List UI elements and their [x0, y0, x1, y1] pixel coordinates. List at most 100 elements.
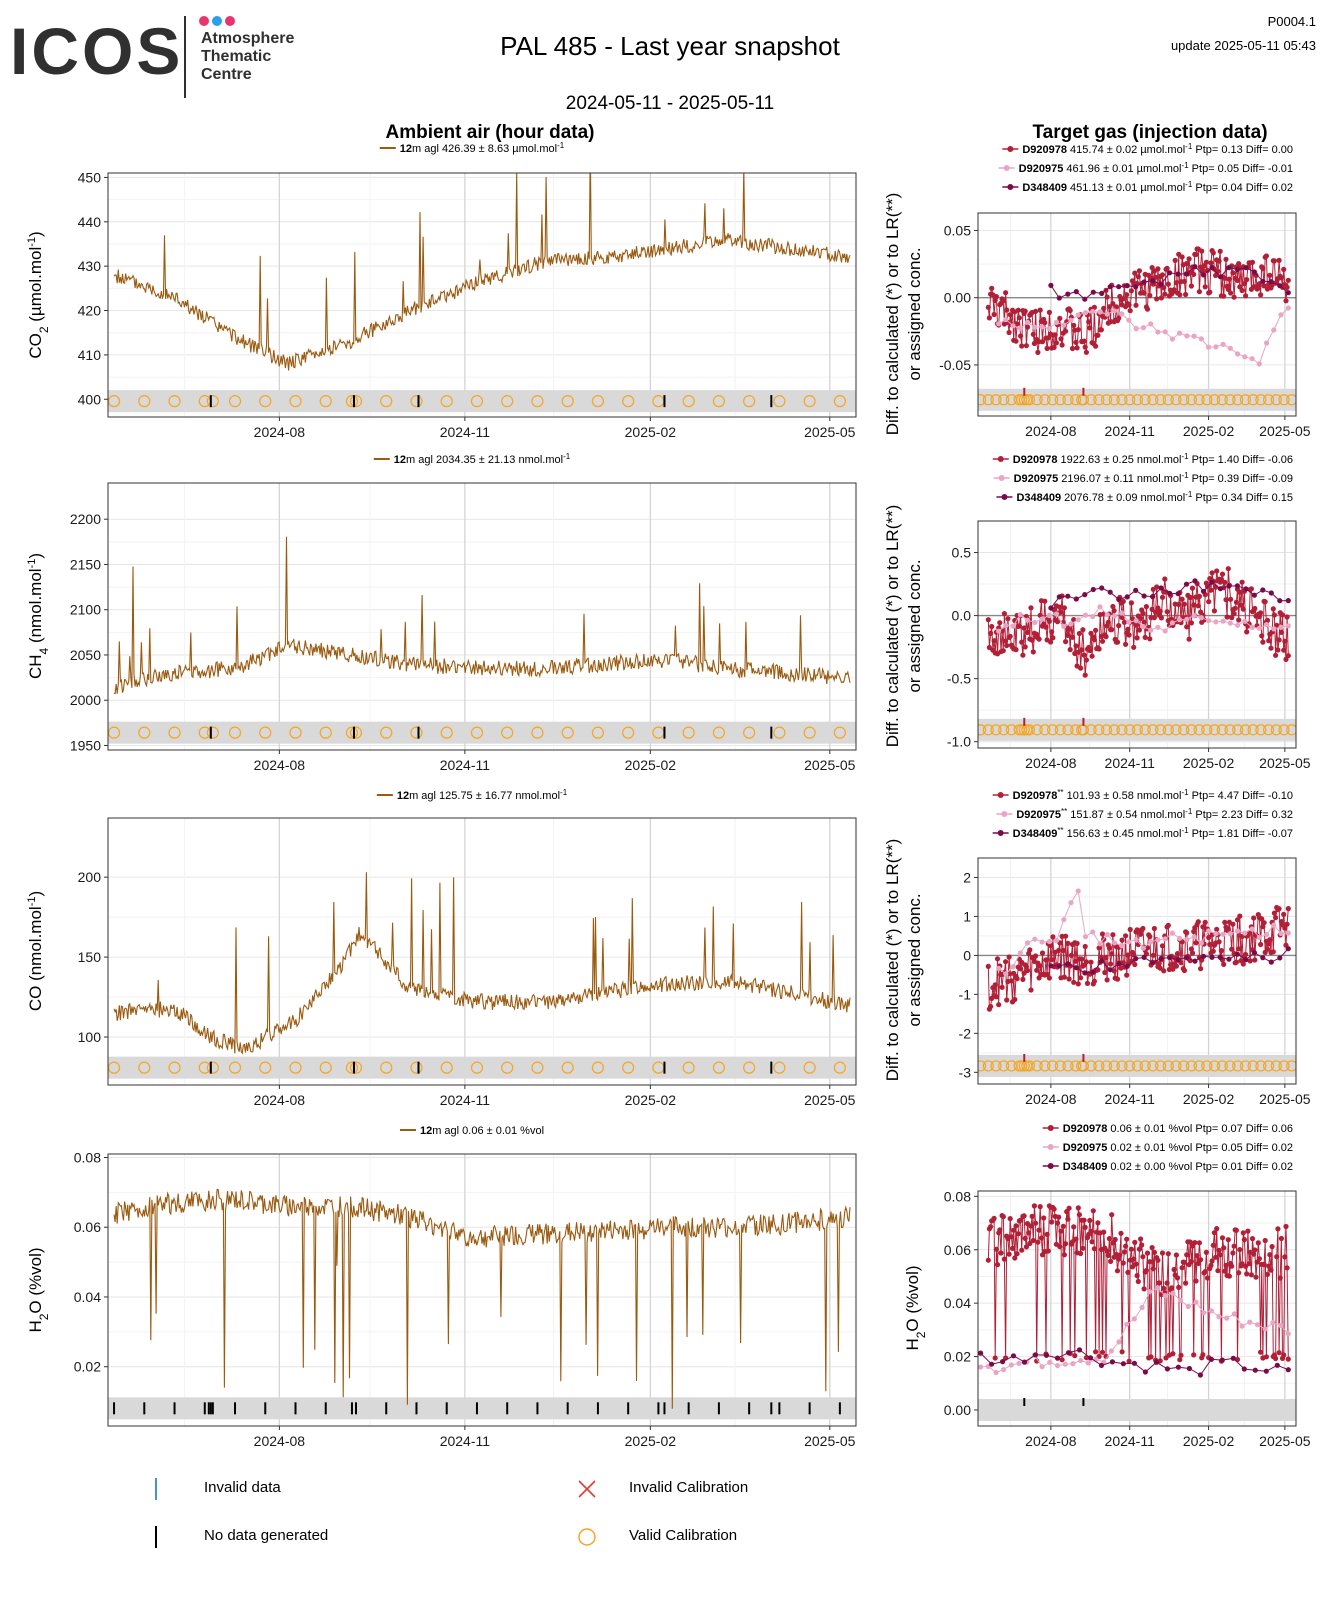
- target-point-D920978: [1222, 579, 1228, 585]
- target-point-D920975: [1090, 614, 1096, 620]
- target-point-D920978: [1105, 619, 1111, 625]
- target-point-D348409: [1056, 594, 1062, 600]
- target-legend-text-D920975: D920975 461.96 ± 0.01 µmol.mol-1 Ptp= 0.…: [1019, 161, 1293, 176]
- target-point-D920975: [1119, 610, 1125, 616]
- target-point-D920978: [1252, 605, 1258, 612]
- target-point-D920978: [1126, 1358, 1132, 1364]
- target-point-D920978: [1196, 593, 1202, 600]
- y-tick-label: 0.02: [74, 1359, 101, 1375]
- target-point-D920975: [1169, 930, 1175, 936]
- target-plot-area-7: [978, 1191, 1296, 1426]
- target-point-D920978: [1285, 1356, 1291, 1362]
- target-point-D920978: [1014, 976, 1020, 982]
- target-point-D920978: [986, 644, 993, 651]
- target-point-D920978: [1217, 248, 1223, 254]
- target-point-D920978: [1030, 331, 1036, 337]
- target-point-D920975: [1097, 604, 1103, 610]
- target-point-D920975: [1032, 936, 1038, 942]
- target-point-D920978: [1143, 604, 1149, 610]
- target-point-D920978: [1271, 258, 1277, 264]
- target-point-D920978: [1261, 1261, 1267, 1268]
- target-y-axis-label-2: or assigned conc.: [905, 559, 924, 692]
- target-point-D920978: [1001, 1256, 1008, 1262]
- y-tick-label: -1.0: [947, 734, 971, 750]
- target-point-D920975: [1111, 613, 1118, 619]
- valid-calibration-marker: [1247, 1060, 1259, 1072]
- target-point-D348409: [1107, 967, 1113, 973]
- target-point-D348409: [1153, 1359, 1159, 1365]
- valid-calibration-marker: [1100, 1060, 1113, 1072]
- target-point-D920975: [1242, 930, 1248, 936]
- target-point-D920975: [1155, 624, 1161, 630]
- target-point-D920978: [1135, 274, 1141, 280]
- target-point-D348409: [1098, 1362, 1105, 1368]
- valid-calibration-marker: [1201, 394, 1213, 406]
- valid-calibration-marker: [1046, 394, 1059, 406]
- target-point-D920975: [1198, 940, 1204, 946]
- target-point-D920978: [988, 1003, 994, 1010]
- target-point-D920978: [1111, 968, 1117, 974]
- target-point-D920978: [1046, 309, 1052, 315]
- valid-calibration-marker: [773, 395, 786, 408]
- target-point-D348409: [1090, 586, 1096, 593]
- target-point-D920975: [1068, 317, 1074, 323]
- valid-calibration-marker: [168, 726, 181, 739]
- target-point-D920978: [1036, 1227, 1042, 1233]
- target-point-D920978: [1080, 1245, 1086, 1251]
- target-point-D348409: [1175, 271, 1181, 277]
- target-point-D920978: [1243, 293, 1249, 299]
- target-point-D920978: [1099, 638, 1106, 644]
- target-point-D920978: [1141, 290, 1147, 296]
- target-point-D920975: [1024, 319, 1031, 325]
- valid-calibration-marker: [1232, 1060, 1244, 1072]
- x-tick-label: 2025-02: [625, 1092, 677, 1108]
- target-point-D920975: [1271, 327, 1277, 333]
- target-point-D920978: [1071, 617, 1077, 623]
- target-point-D920975: [1169, 620, 1175, 626]
- x-tick-label: 2024-08: [254, 1092, 306, 1108]
- y-tick-label: 150: [78, 949, 102, 965]
- target-point-D348409: [1133, 956, 1139, 962]
- valid-calibration-marker: [289, 395, 302, 408]
- target-point-D920975: [1254, 1322, 1261, 1328]
- target-point-D920978: [1273, 915, 1279, 921]
- target-point-D920978: [1058, 609, 1064, 615]
- target-point-D920978: [1267, 272, 1273, 278]
- target-point-D920978: [1273, 1355, 1279, 1362]
- valid-calibration-marker: [289, 726, 302, 739]
- target-point-D920978: [1210, 948, 1216, 954]
- valid-calibration-marker: [108, 1061, 121, 1074]
- target-point-D920978: [1104, 1248, 1110, 1254]
- target-point-D920978: [1181, 601, 1187, 607]
- valid-calibration-marker: [108, 726, 121, 739]
- target-point-D920978: [1054, 1220, 1061, 1226]
- target-point-D920978: [1207, 289, 1213, 295]
- target-point-D920978: [1013, 647, 1019, 653]
- target-point-D920978: [1173, 963, 1179, 969]
- target-point-D920978: [1009, 1245, 1016, 1251]
- target-point-D920978: [996, 1002, 1002, 1008]
- valid-calibration-marker: [833, 1061, 846, 1074]
- valid-calibration-marker: [1286, 724, 1296, 736]
- target-point-D920978: [1033, 1220, 1039, 1226]
- valid-calibration-marker: [1108, 1060, 1120, 1072]
- target-point-D920978: [1124, 1236, 1130, 1242]
- target-point-D920978: [1245, 1228, 1251, 1234]
- target-point-D920978: [1179, 596, 1185, 602]
- target-point-D920978: [1234, 277, 1241, 283]
- target-point-D920978: [1060, 1223, 1066, 1229]
- valid-calibration-marker: [803, 726, 816, 739]
- target-point-D920978: [1202, 284, 1208, 290]
- target-point-D920975: [1256, 934, 1262, 940]
- target-point-D920978: [1192, 1240, 1198, 1246]
- target-point-D920975: [1162, 936, 1168, 942]
- target-point-D920975: [1278, 930, 1284, 937]
- target-point-D920978: [1042, 598, 1048, 604]
- target-point-D348409: [1043, 1352, 1050, 1358]
- target-point-D920978: [1007, 633, 1013, 639]
- y-tick-label: -2: [959, 1025, 972, 1041]
- target-point-D920978: [985, 617, 991, 623]
- valid-calibration-marker: [743, 726, 756, 739]
- target-point-D920975: [1126, 939, 1132, 945]
- x-tick-label: 2025-05: [804, 757, 856, 773]
